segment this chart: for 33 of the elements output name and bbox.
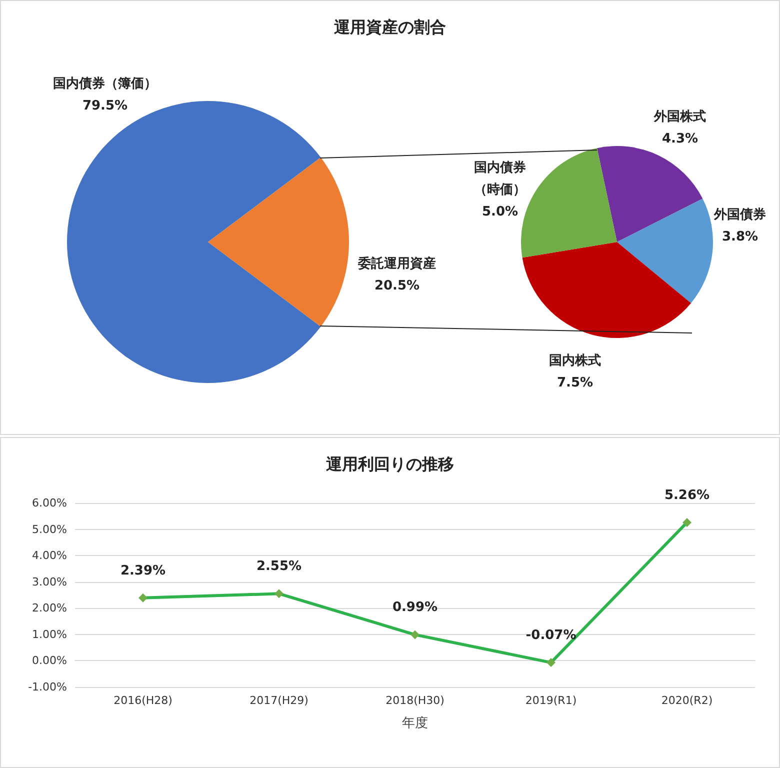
data-label: 4.3% (662, 132, 698, 146)
chart-title: 運用資産の割合 (333, 18, 446, 36)
y-tick-label: 5.00% (32, 522, 67, 536)
text: 0.99% (392, 600, 438, 616)
y-tick-label: 4.00% (32, 549, 67, 562)
x-tick-label: 2019(R1) (525, 694, 577, 707)
y-tick-label: 6.00% (32, 496, 67, 510)
data-label: 3.8% (722, 230, 758, 244)
text: 2.39% (120, 563, 166, 578)
text: 5.26% (664, 488, 710, 503)
y-tick-label: 2.00% (32, 602, 67, 615)
x-tick-label: 2020(R2) (661, 694, 713, 707)
data-label: 7.5% (556, 376, 594, 390)
slice-label: 委託運用資産 (357, 256, 436, 272)
text: 2.55% (256, 559, 302, 574)
slice-label: 外国債券 (713, 208, 766, 222)
data-label: 5.0% (482, 204, 518, 220)
slice-label: 国内債券（簿価） (53, 76, 157, 92)
chart-title: 運用利回りの推移 (325, 454, 454, 474)
slice-label: 外国株式 (653, 108, 706, 124)
slice-label: 国内株式 (549, 352, 601, 368)
y-tick-label: 1.00% (32, 628, 67, 641)
x-axis-title: 年度 (402, 715, 428, 731)
x-tick-label: 2017(H29) (250, 694, 308, 707)
slice-label: 国内債券（時価） (474, 160, 526, 198)
y-tick-label: 3.00% (32, 575, 67, 588)
text: -0.07% (526, 628, 576, 644)
x-tick-label: 2016(H28) (114, 694, 172, 707)
x-tick-label: 2018(H30) (386, 694, 444, 707)
data-label: 79.5% (82, 98, 128, 114)
data-label: 20.5% (374, 278, 420, 294)
y-tick-label: -1.00% (28, 680, 67, 694)
y-tick-label: 0.00% (32, 654, 67, 668)
